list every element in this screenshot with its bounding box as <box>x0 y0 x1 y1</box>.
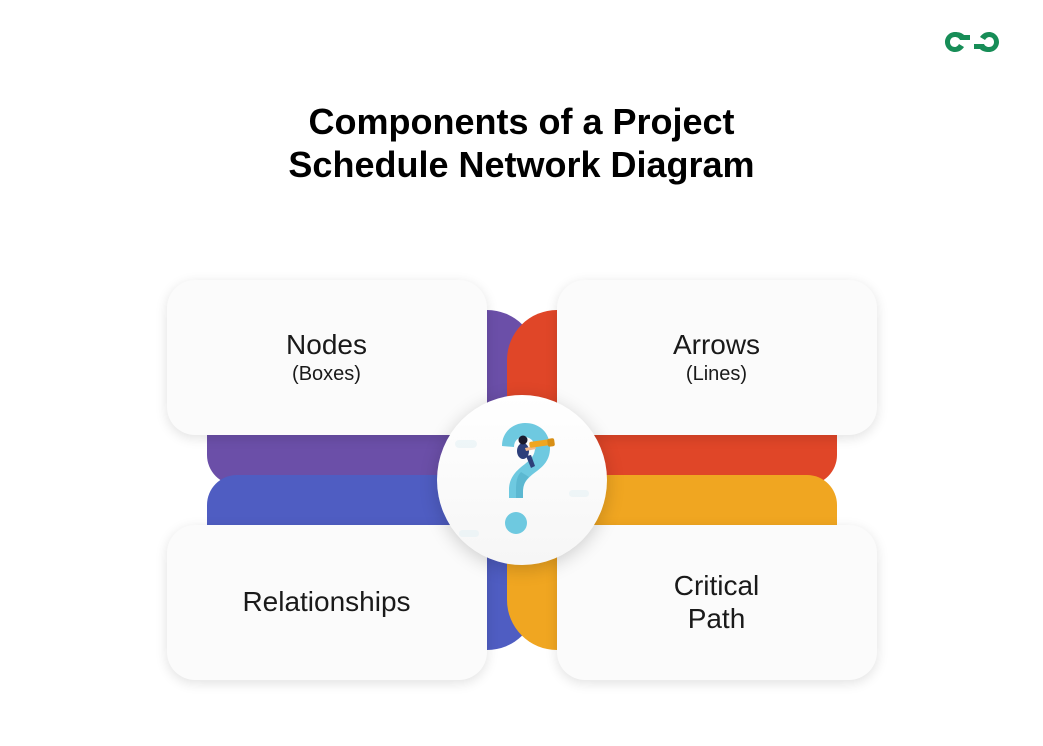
card-title: Arrows <box>673 329 760 361</box>
question-mark-icon <box>467 418 577 543</box>
card-subtitle: (Lines) <box>686 363 747 386</box>
card-relationships: Relationships <box>167 525 487 680</box>
title-line-2: Schedule Network Diagram <box>172 143 872 186</box>
card-title: Critical Path <box>674 570 760 634</box>
card-nodes: Nodes (Boxes) <box>167 280 487 435</box>
card-arrows: Arrows (Lines) <box>557 280 877 435</box>
cloud-decoration <box>455 440 477 448</box>
card-subtitle: (Boxes) <box>292 363 361 386</box>
card-critical-path: Critical Path <box>557 525 877 680</box>
brand-logo <box>943 28 1001 61</box>
diagram: Nodes (Boxes) Arrows (Lines) Relationshi… <box>112 280 932 680</box>
card-title: Relationships <box>242 586 410 618</box>
center-circle <box>437 395 607 565</box>
cloud-decoration <box>459 530 479 537</box>
card-title: Nodes <box>286 329 367 361</box>
page-title: Components of a Project Schedule Network… <box>172 100 872 186</box>
cloud-decoration <box>569 490 589 497</box>
title-line-1: Components of a Project <box>172 100 872 143</box>
